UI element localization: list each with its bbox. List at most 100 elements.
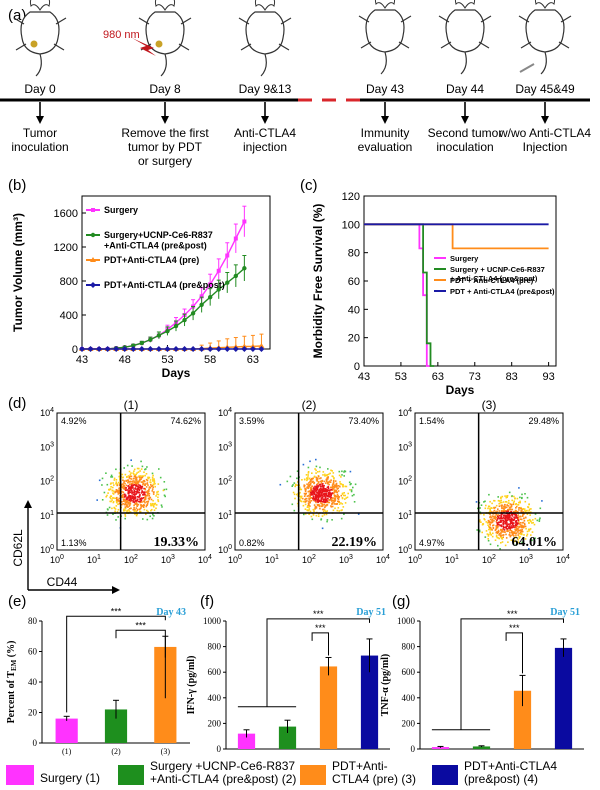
flow-event bbox=[495, 513, 497, 516]
flow-event bbox=[326, 489, 329, 491]
flow-event bbox=[327, 486, 329, 488]
series-line bbox=[364, 223, 549, 250]
bar bbox=[55, 718, 78, 743]
flow-event bbox=[304, 498, 306, 501]
flow-event bbox=[496, 521, 498, 524]
flow-event bbox=[316, 484, 318, 486]
flow-event bbox=[293, 509, 296, 512]
flow-event bbox=[513, 540, 515, 543]
flow-event bbox=[152, 499, 154, 502]
flow-event bbox=[483, 514, 485, 516]
flow-event bbox=[517, 531, 519, 533]
timeline-event-desc: Remove the first tumor by PDT or surgery bbox=[121, 126, 209, 168]
flow-event bbox=[129, 480, 132, 483]
flow-event bbox=[500, 515, 502, 517]
flow-event bbox=[142, 505, 145, 508]
flow-event bbox=[128, 507, 131, 510]
flow-event bbox=[327, 478, 329, 480]
data-point bbox=[241, 343, 248, 349]
flow-event bbox=[112, 513, 114, 515]
flow-event bbox=[536, 519, 539, 522]
data-point bbox=[87, 346, 94, 352]
flow-event bbox=[486, 533, 489, 535]
data-point bbox=[249, 346, 256, 352]
legend-swatch bbox=[300, 765, 326, 785]
flow-event bbox=[142, 518, 144, 520]
flow-event bbox=[507, 523, 510, 525]
flow-event bbox=[150, 504, 152, 507]
flow-event bbox=[117, 481, 120, 484]
flow-event bbox=[489, 533, 492, 535]
flow-event bbox=[354, 483, 357, 486]
flow-event bbox=[348, 481, 351, 484]
flow-event bbox=[507, 530, 510, 532]
flow-event bbox=[143, 480, 146, 483]
flow-event bbox=[152, 486, 154, 489]
flow-event bbox=[149, 487, 152, 489]
flow-event bbox=[294, 497, 296, 500]
flow-event bbox=[129, 473, 132, 476]
flow-event bbox=[312, 490, 315, 492]
flow-event bbox=[307, 487, 310, 490]
flow-event bbox=[316, 498, 319, 501]
flow-event bbox=[145, 478, 148, 481]
flow-event bbox=[308, 485, 311, 487]
flow-event bbox=[506, 523, 508, 526]
flow-event bbox=[112, 486, 114, 489]
flow-event bbox=[118, 502, 121, 505]
x-tick-label: 73 bbox=[469, 371, 481, 383]
flow-event bbox=[499, 548, 501, 550]
flow-event bbox=[106, 508, 109, 510]
flow-event bbox=[144, 494, 146, 496]
flow-event bbox=[507, 510, 510, 512]
flow-event bbox=[313, 475, 316, 478]
flow-event bbox=[501, 504, 503, 507]
flow-event bbox=[318, 499, 321, 502]
flow-event bbox=[515, 516, 517, 518]
mouse-icon bbox=[238, 0, 292, 77]
legend-label: Surgery +UCNP-Ce6-R837 +Anti-CTLA4 (pre&p… bbox=[150, 759, 296, 786]
flow-event bbox=[488, 528, 490, 531]
flow-event bbox=[131, 492, 133, 495]
flow-event bbox=[509, 523, 512, 525]
flow-event bbox=[517, 525, 519, 528]
flow-event bbox=[349, 489, 351, 491]
flow-event bbox=[351, 494, 354, 497]
flow-event bbox=[509, 531, 511, 534]
flow-event bbox=[317, 471, 319, 473]
flow-event bbox=[118, 497, 120, 500]
flow-event bbox=[316, 488, 319, 490]
flow-event bbox=[140, 481, 143, 483]
flow-event bbox=[517, 527, 519, 530]
bar bbox=[554, 647, 573, 749]
flow-event bbox=[138, 467, 140, 470]
flow-event bbox=[136, 482, 138, 485]
flow-event bbox=[163, 481, 166, 483]
flow-event bbox=[534, 513, 537, 515]
flow-event bbox=[522, 526, 525, 529]
flow-event bbox=[522, 525, 524, 527]
flow-event bbox=[497, 499, 500, 502]
flow-event bbox=[118, 487, 121, 489]
flow-event bbox=[523, 508, 526, 510]
flow-event bbox=[103, 491, 106, 494]
flow-event bbox=[497, 529, 500, 532]
flow-event bbox=[507, 505, 510, 507]
flow-event bbox=[494, 506, 497, 509]
flow-event bbox=[517, 504, 520, 506]
x-tick-label: 63 bbox=[247, 354, 259, 366]
flow-event bbox=[330, 486, 332, 489]
flow-event bbox=[337, 485, 340, 487]
flow-event bbox=[309, 502, 311, 504]
flow-event bbox=[331, 505, 334, 508]
y-tick-label: 800 bbox=[208, 642, 222, 652]
flow-event bbox=[341, 470, 343, 473]
flow-event bbox=[512, 503, 515, 506]
flow-event bbox=[517, 514, 519, 516]
flow-event bbox=[517, 541, 520, 544]
flow-event bbox=[500, 542, 502, 544]
flow-event bbox=[138, 484, 140, 486]
flow-event bbox=[327, 481, 330, 483]
flow-event bbox=[319, 466, 321, 469]
panel-letter-e: (e) bbox=[8, 593, 26, 610]
